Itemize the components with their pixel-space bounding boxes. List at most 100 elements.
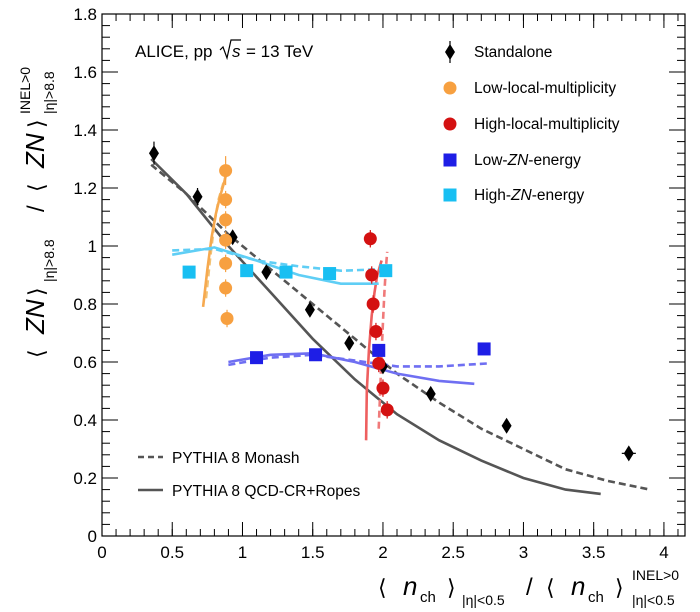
diamond-marker [445,44,455,60]
circle-marker [372,356,386,370]
legend-marker-low-zn [443,153,457,167]
circle-marker [376,381,390,395]
legend-entry-standalone: Standalone [445,41,552,63]
legend-label-post: -energy [532,187,585,204]
x-title-open: ⟨ [378,575,387,600]
legend-marker-high-zn [443,188,457,202]
plot-border [101,13,686,537]
legend-entry-qcd-cr-ropes: PYTHIA 8 QCD-CR+Ropes [138,483,360,500]
square-marker [379,264,393,278]
circle-marker [219,164,233,178]
diamond-marker [192,188,203,205]
circle-marker [363,232,377,246]
legend-entry-high-local-multiplicity: High-local-multiplicity [443,116,620,133]
diamond-marker [623,445,634,462]
legend-label-italic: ZN [507,152,529,169]
legend-points: Standalone Low-local-multiplicity High-l… [443,41,620,204]
legend-label-pre: Low- [474,152,508,169]
model-curves [150,158,651,496]
legend-models: PYTHIA 8 Monash PYTHIA 8 QCD-CR+Ropes [138,450,360,500]
diamond-marker [261,264,272,281]
legend-marker-high-local [443,117,457,131]
data-points [148,141,636,462]
legend-marker-standalone [445,41,455,63]
legend-entry-low-zn-energy: Low-ZN-energy [443,152,581,169]
circle-marker [219,256,233,270]
y-tick-label: 0.2 [73,469,97,488]
x-title-den-symbol: n [571,571,585,601]
y-title-den-open: ⟨ [24,183,49,192]
x-tick-label: 1.5 [301,543,325,562]
square-marker [477,342,491,356]
x-tick-label: 4 [659,543,668,562]
diamond-marker [304,301,315,318]
x-title-den-range: |η|<0.5 [632,592,675,608]
experiment-annotation: ALICE, pp [135,42,213,61]
y-title-symbol: ZN [20,299,50,335]
square-marker [309,348,323,362]
legend-entry-monash: PYTHIA 8 Monash [138,450,300,467]
circle-marker [220,312,234,325]
x-tick-label: 2.5 [441,543,465,562]
circle-marker [219,281,233,295]
x-title-den-open: ⟨ [546,575,555,600]
model-curve [201,164,230,308]
circle-marker [365,268,379,282]
x-tick-label: 3.5 [582,543,606,562]
legend-label: High-local-multiplicity [474,116,620,133]
y-title-den-range: |η|>8.8 [41,71,57,114]
y-title-den-close: ⟩ [24,119,49,128]
diamond-marker [425,385,436,402]
y-title-open: ⟨ [24,349,49,358]
x-tick-label: 1 [238,543,247,562]
energy-value: = 13 TeV [246,42,314,61]
legend-label-post: -energy [528,152,581,169]
x-tick-label: 3 [519,543,528,562]
y-tick-label: 0 [88,527,97,546]
y-tick-label: 0.4 [73,411,97,430]
y-tick-label: 0.6 [73,353,97,372]
model-curve [171,246,379,285]
axis-ticks: 0 0.5 1 1.5 2 2.5 3 3.5 4 0 0.2 0.4 0.6 0.8 1 1.2 1.4 1.6… [73,5,685,562]
diamond-marker [501,417,512,434]
diamond-marker [344,335,355,352]
square-marker [240,264,254,278]
y-title-slash: / [23,205,50,212]
y-tick-label: 1.8 [73,5,97,24]
legend-label-italic: ZN [510,187,532,204]
x-title-sub: ch [420,589,436,606]
x-title-slash: / [526,574,533,601]
x-title-symbol: n [403,571,417,601]
y-tick-label: 1 [88,237,97,256]
square-marker [250,351,264,365]
y-title-close: ⟩ [24,287,49,296]
x-title-close: ⟩ [447,575,456,600]
energy-label: s = 13 TeV [219,39,314,61]
y-tick-label: 1.2 [73,179,97,198]
x-axis-title: ⟨ n ch ⟩ |η|<0.5 / ⟨ n ch ⟩ INEL>0 |η|<0… [378,567,679,608]
x-tick-label: 2 [378,543,387,562]
legend-label: High-ZN-energy [474,187,585,204]
plot-frame [101,13,686,537]
legend-label: Low-local-multiplicity [474,80,616,97]
square-marker [182,265,196,279]
legend-label: Low-ZN-energy [474,152,581,169]
x-title-range: |η|<0.5 [462,592,505,608]
legend-label: PYTHIA 8 QCD-CR+Ropes [172,483,360,500]
y-tick-label: 1.6 [73,63,97,82]
x-title-den-sup: INEL>0 [632,567,679,583]
legend-marker-low-local [443,81,457,95]
y-title-den-sup: INEL>0 [17,67,33,114]
square-marker [443,153,457,167]
y-axis-title: ⟨ ZN ⟩ |η|>8.8 / ⟨ ZN ⟩ INEL>0 |η|>8.8 [17,67,57,358]
legend-entry-low-local-multiplicity: Low-local-multiplicity [443,80,616,97]
circle-marker [443,81,457,95]
legend-label-pre: High- [474,187,511,204]
circle-marker [219,193,233,207]
diamond-marker [148,145,159,162]
square-marker [443,188,457,202]
circle-marker [380,403,394,417]
y-tick-label: 1.4 [73,121,97,140]
energy-symbol: s [232,42,241,61]
